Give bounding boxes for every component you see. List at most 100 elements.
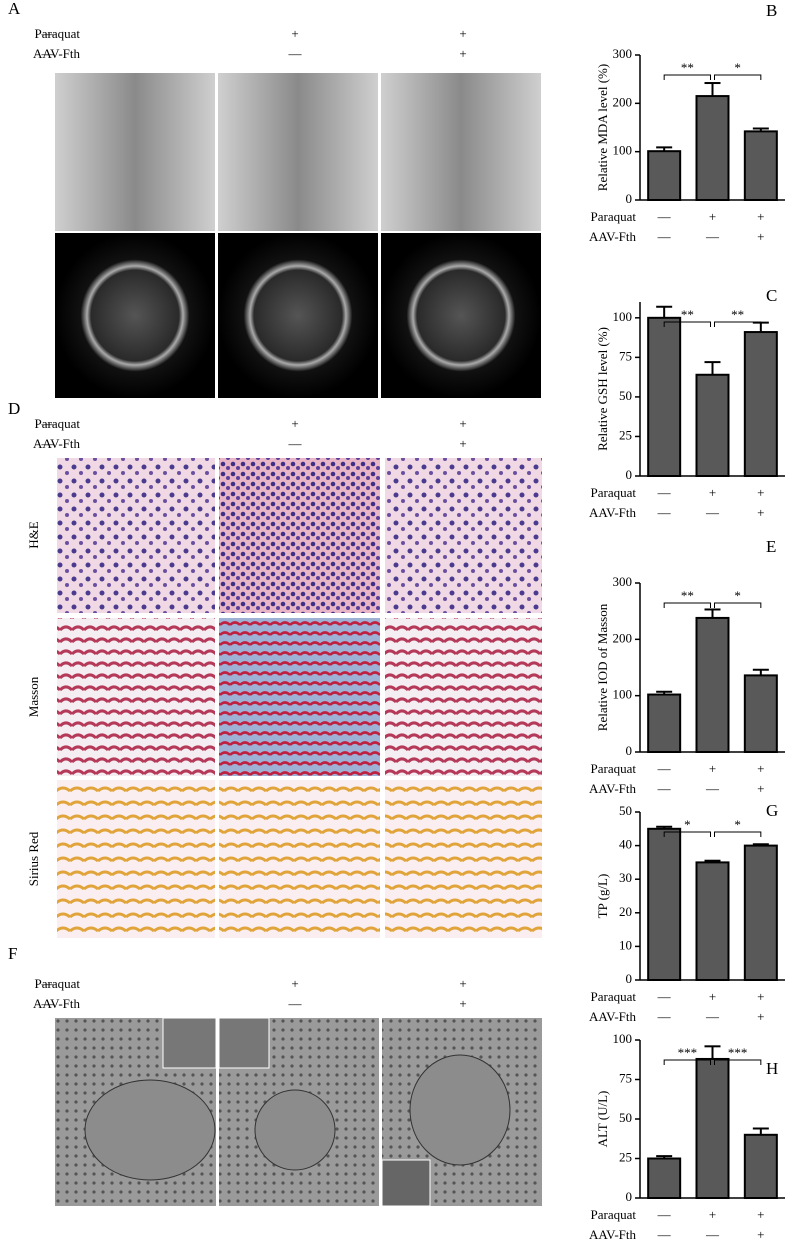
condition-mark: + [757,1009,764,1024]
condition-mark: — [657,505,672,520]
y-tick-label: 100 [613,687,633,702]
condition-mark: — [705,781,720,796]
y-tick-label: 0 [626,467,633,482]
condition-mark: + [291,26,298,41]
bar [695,1057,730,1199]
condition-mark: + [459,996,466,1011]
error-bar [704,82,721,97]
condition-mark: — [657,781,672,796]
y-tick-label: 0 [626,971,633,986]
error-bar [704,608,721,618]
y-tick-label: 0 [626,743,633,758]
condition-mark: — [705,1009,720,1024]
condition-mark: — [705,505,720,520]
panel-label: B [766,1,777,20]
condition-mark: + [757,229,764,244]
condition-name: AAV-Fth [589,781,636,796]
error-bar [704,859,721,863]
y-tick-label: 50 [619,1110,632,1125]
panel-label: H [766,1059,778,1078]
condition-mark: + [459,976,466,991]
image-panel-f [55,1017,542,1207]
significance-bracket [714,602,762,608]
bar [695,373,730,478]
condition-mark: — [657,761,672,776]
error-bar [656,825,673,829]
significance-bracket [714,74,762,80]
condition-mark: + [709,1207,716,1222]
y-tick-label: 20 [619,904,632,919]
significance-bracket [714,321,762,327]
bar [647,827,682,981]
panel-label: E [766,537,776,556]
significance-label: ** [681,307,694,322]
condition-name: Paraquat [591,989,637,1004]
condition-name: Paraquat [591,1207,637,1222]
panel-label: F [8,944,17,963]
y-axis-label: Relative MDA level (%) [595,64,610,191]
condition-mark: + [709,485,716,500]
condition-mark: + [709,761,716,776]
y-axis-label: TP (g/L) [595,874,610,919]
bar [647,316,682,477]
condition-name: AAV-Fth [589,1227,636,1240]
condition-mark: + [291,416,298,431]
significance-label: * [734,817,741,832]
error-bar [752,1127,769,1135]
y-tick-label: 200 [613,630,633,645]
significance-label: ** [731,307,744,322]
condition-mark: — [657,229,672,244]
bar [743,331,778,477]
significance-bracket [663,74,711,80]
image-panel-a [55,73,541,398]
condition-mark: — [288,46,303,61]
condition-mark: + [757,781,764,796]
image-panel-d [57,458,542,938]
row-label: H&E [26,521,41,549]
condition-mark: — [288,436,303,451]
condition-mark: + [459,46,466,61]
y-axis-label: ALT (U/L) [595,1091,610,1148]
y-tick-label: 300 [613,46,633,61]
panel-label: C [766,286,777,305]
significance-label: ** [681,588,694,603]
y-tick-label: 10 [619,937,632,952]
y-tick-label: 75 [619,1070,632,1085]
y-tick-label: 25 [619,1149,632,1164]
condition-mark: — [657,989,672,1004]
condition-mark: + [757,761,764,776]
condition-mark: — [705,229,720,244]
condition-mark: — [41,26,56,41]
condition-mark: + [757,505,764,520]
bar [695,616,730,754]
condition-mark: — [41,436,56,451]
condition-mark: — [657,1227,672,1240]
condition-mark: — [41,416,56,431]
condition-name: Paraquat [591,209,637,224]
condition-name: Paraquat [591,761,637,776]
condition-mark: + [459,26,466,41]
bar [647,1157,682,1199]
bar [695,95,730,201]
row-label: Masson [26,676,41,717]
significance-bracket [714,1059,762,1065]
bar [647,150,682,201]
significance-label: ** [681,60,694,75]
condition-mark: — [288,996,303,1011]
condition-mark: + [459,416,466,431]
bar [695,861,730,982]
row-label: Sirius Red [26,831,41,886]
condition-name: AAV-Fth [33,436,80,451]
panel-label: G [766,801,778,820]
error-bar [704,1045,721,1059]
condition-mark: — [41,976,56,991]
significance-bracket [714,831,762,837]
panel-label: A [8,0,21,18]
y-tick-label: 30 [619,870,632,885]
condition-mark: + [291,976,298,991]
condition-mark: — [657,1207,672,1222]
significance-bracket [663,831,711,837]
condition-name: Paraquat [35,976,81,991]
condition-mark: + [757,989,764,1004]
